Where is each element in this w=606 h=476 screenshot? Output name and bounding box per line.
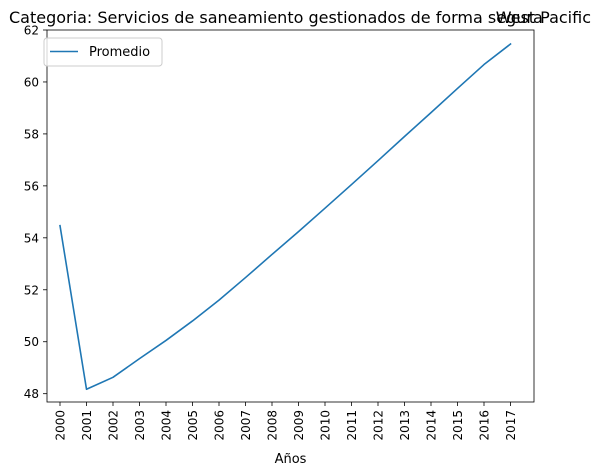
x-tick-label: 2016 [478, 410, 492, 441]
chart-title-left: Categoria: Servicios de saneamiento gest… [9, 8, 543, 27]
y-axis: 48 50 52 54 56 58 60 62 [24, 24, 47, 401]
legend-frame [43, 37, 163, 67]
x-tick-label: 2008 [266, 410, 280, 441]
y-tick-label: 58 [24, 127, 39, 141]
series-line-promedio [59, 42, 512, 391]
x-tick-label: 2005 [186, 410, 200, 441]
x-tick-label: 2012 [372, 410, 386, 441]
x-tick-label: 2000 [54, 410, 68, 441]
x-tick-label: 2011 [345, 410, 359, 441]
x-tick-label: 2003 [133, 410, 147, 441]
x-tick-label: 2001 [80, 410, 94, 441]
x-axis-label: Años [275, 452, 307, 467]
x-tick-label: 2017 [504, 410, 518, 441]
y-tick-label: 62 [24, 24, 39, 38]
plot-frame [46, 29, 535, 403]
x-tick-label: 2002 [107, 410, 121, 441]
y-tick-label: 50 [24, 335, 39, 349]
x-tick-label: 2014 [425, 410, 439, 441]
legend: Promedio [43, 37, 163, 67]
chart-title-right: West Pacific [496, 8, 591, 27]
x-tick-label: 2010 [319, 410, 333, 441]
y-tick-label: 48 [24, 387, 39, 401]
y-tick-label: 54 [24, 231, 39, 245]
x-tick-label: 2015 [451, 410, 465, 441]
legend-label-promedio: Promedio [89, 45, 150, 60]
x-tick-label: 2006 [213, 410, 227, 441]
y-tick-label: 56 [24, 179, 39, 193]
x-axis: 2000 2001 2002 2003 2004 2005 2006 2007 2008 2009… [54, 402, 518, 441]
x-tick-label: 2009 [292, 410, 306, 441]
x-tick-label: 2004 [160, 410, 174, 441]
y-tick-label: 60 [24, 75, 39, 89]
y-tick-label: 52 [24, 283, 39, 297]
x-tick-label: 2007 [239, 410, 253, 441]
x-tick-label: 2013 [398, 410, 412, 441]
